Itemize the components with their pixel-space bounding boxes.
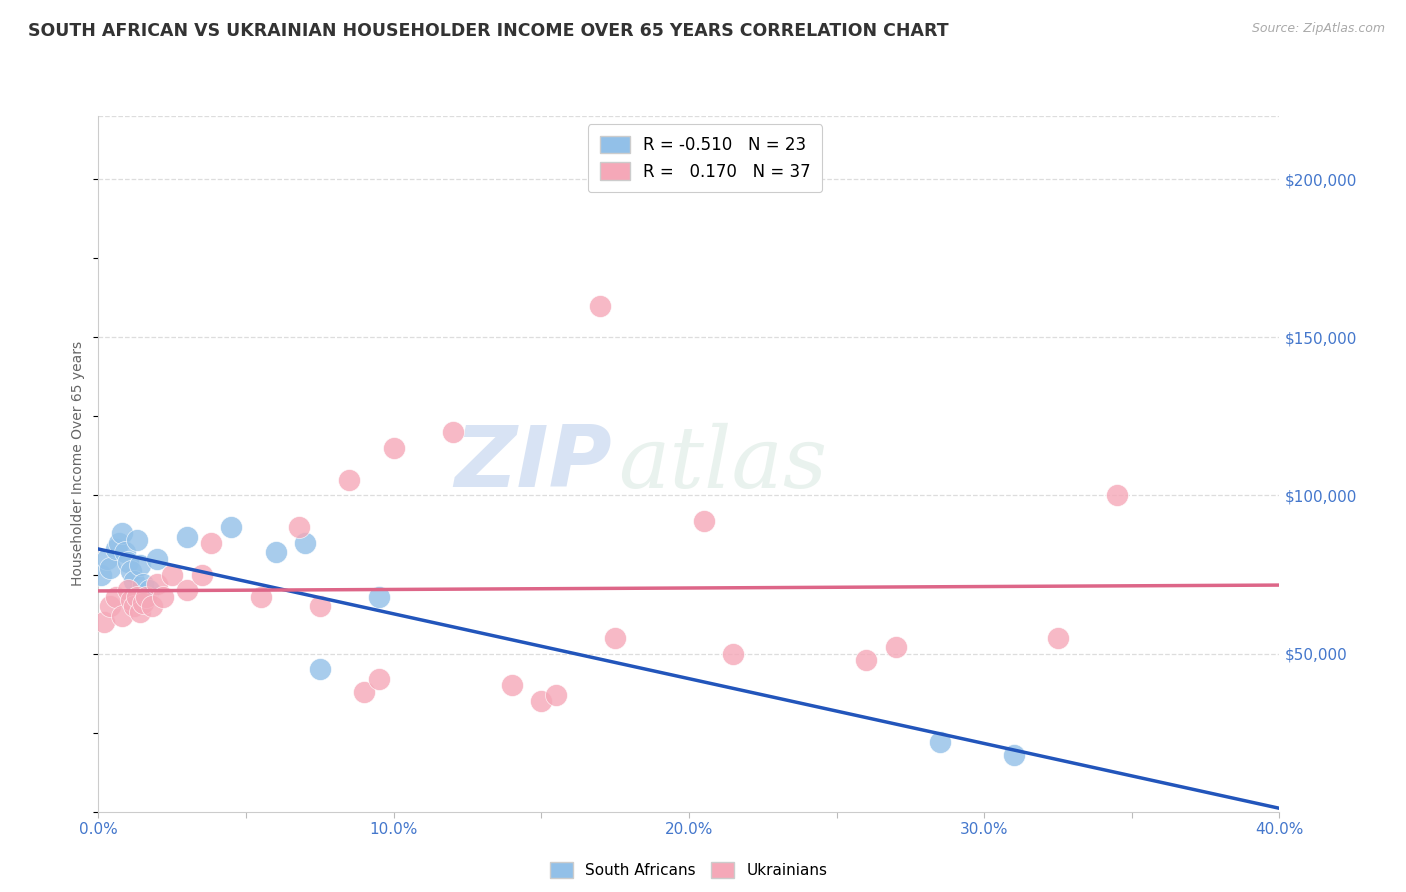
Point bbox=[219, 520, 242, 534]
Text: SOUTH AFRICAN VS UKRAINIAN HOUSEHOLDER INCOME OVER 65 YEARS CORRELATION CHART: SOUTH AFRICAN VS UKRAINIAN HOUSEHOLDER I… bbox=[28, 22, 949, 40]
Point bbox=[114, 545, 136, 559]
Point bbox=[339, 473, 360, 487]
Point bbox=[108, 536, 131, 550]
Point bbox=[1105, 488, 1128, 502]
Point bbox=[122, 599, 145, 614]
Point bbox=[90, 567, 112, 582]
Point bbox=[111, 526, 134, 541]
Point bbox=[176, 583, 198, 598]
Point bbox=[138, 583, 160, 598]
Point bbox=[605, 631, 627, 645]
Point bbox=[111, 608, 134, 623]
Point bbox=[122, 574, 145, 588]
Point bbox=[132, 596, 155, 610]
Point bbox=[117, 555, 139, 569]
Point bbox=[105, 542, 128, 557]
Point bbox=[93, 615, 115, 629]
Point bbox=[146, 551, 169, 566]
Point bbox=[176, 530, 198, 544]
Point bbox=[120, 565, 142, 579]
Point bbox=[120, 592, 142, 607]
Text: atlas: atlas bbox=[619, 423, 827, 505]
Point bbox=[191, 567, 214, 582]
Point bbox=[294, 536, 316, 550]
Point bbox=[200, 536, 222, 550]
Point bbox=[382, 441, 405, 455]
Point bbox=[928, 735, 950, 749]
Point bbox=[98, 599, 121, 614]
Point bbox=[368, 672, 391, 686]
Point bbox=[132, 577, 155, 591]
Point bbox=[353, 684, 375, 698]
Point bbox=[368, 590, 391, 604]
Point bbox=[264, 545, 287, 559]
Point bbox=[309, 662, 332, 676]
Point bbox=[105, 590, 128, 604]
Point bbox=[1046, 631, 1069, 645]
Point bbox=[125, 590, 148, 604]
Point bbox=[855, 653, 877, 667]
Point bbox=[884, 640, 907, 655]
Point bbox=[441, 425, 464, 440]
Point bbox=[501, 678, 523, 692]
Point bbox=[530, 694, 553, 708]
Point bbox=[135, 590, 157, 604]
Point bbox=[146, 577, 169, 591]
Point bbox=[1002, 747, 1025, 762]
Y-axis label: Householder Income Over 65 years: Householder Income Over 65 years bbox=[72, 342, 86, 586]
Point bbox=[96, 551, 118, 566]
Point bbox=[309, 599, 332, 614]
Point bbox=[125, 533, 148, 547]
Text: Source: ZipAtlas.com: Source: ZipAtlas.com bbox=[1251, 22, 1385, 36]
Point bbox=[546, 688, 568, 702]
Point bbox=[288, 520, 311, 534]
Text: ZIP: ZIP bbox=[454, 422, 612, 506]
Point bbox=[250, 590, 273, 604]
Point bbox=[723, 647, 745, 661]
Point bbox=[128, 558, 150, 572]
Point bbox=[589, 299, 612, 313]
Point bbox=[152, 590, 174, 604]
Point bbox=[162, 567, 183, 582]
Point bbox=[98, 561, 121, 575]
Point bbox=[117, 583, 139, 598]
Point bbox=[141, 599, 163, 614]
Point bbox=[693, 514, 716, 528]
Legend: South Africans, Ukrainians: South Africans, Ukrainians bbox=[544, 856, 834, 884]
Point bbox=[128, 606, 150, 620]
